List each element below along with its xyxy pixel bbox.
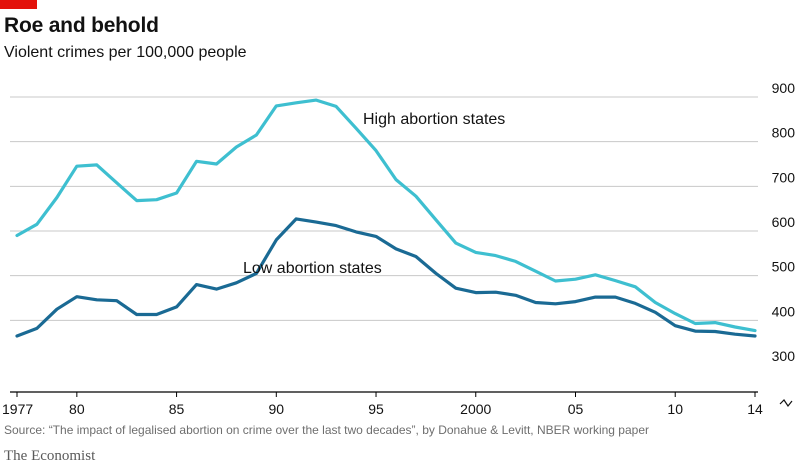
source-note: Source: “The impact of legalised abortio… [4,423,649,437]
y-tick-label: 300 [772,348,796,364]
series-lines [15,98,757,338]
y-tick-label: 500 [772,259,796,275]
chart-title: Roe and behold [4,14,159,37]
series-label-high: High abortion states [363,111,505,128]
y-tick-label: 800 [772,125,796,141]
chart-labels: 300 400 500 600 700 800 900 1977 80 85 90 95 2000 05 1… [2,80,795,417]
x-tick-label: 2000 [460,401,491,417]
series-line-low [15,217,757,338]
x-tick-label: 85 [169,401,185,417]
series-label-low: Low abortion states [243,260,382,277]
gridlines [10,96,758,397]
x-tick-label: 05 [568,401,584,417]
chart-subtitle: Violent crimes per 100,000 people [4,44,247,61]
y-tick-label: 400 [772,303,796,319]
x-tick-label: 90 [269,401,285,417]
axis-break-icon [779,399,793,408]
y-tick-label: 700 [772,169,796,185]
x-tick-label: 10 [667,401,683,417]
x-tick-label: 14 [747,401,763,417]
publisher-logo: The Economist [4,448,96,464]
y-tick-label: 600 [772,214,796,230]
x-tick-label: 80 [69,401,85,417]
y-tick-label: 900 [772,80,796,96]
brand-red-tag [0,0,37,9]
x-tick-label: 95 [368,401,384,417]
series-line-high [15,98,757,333]
x-tick-label: 1977 [2,401,33,417]
